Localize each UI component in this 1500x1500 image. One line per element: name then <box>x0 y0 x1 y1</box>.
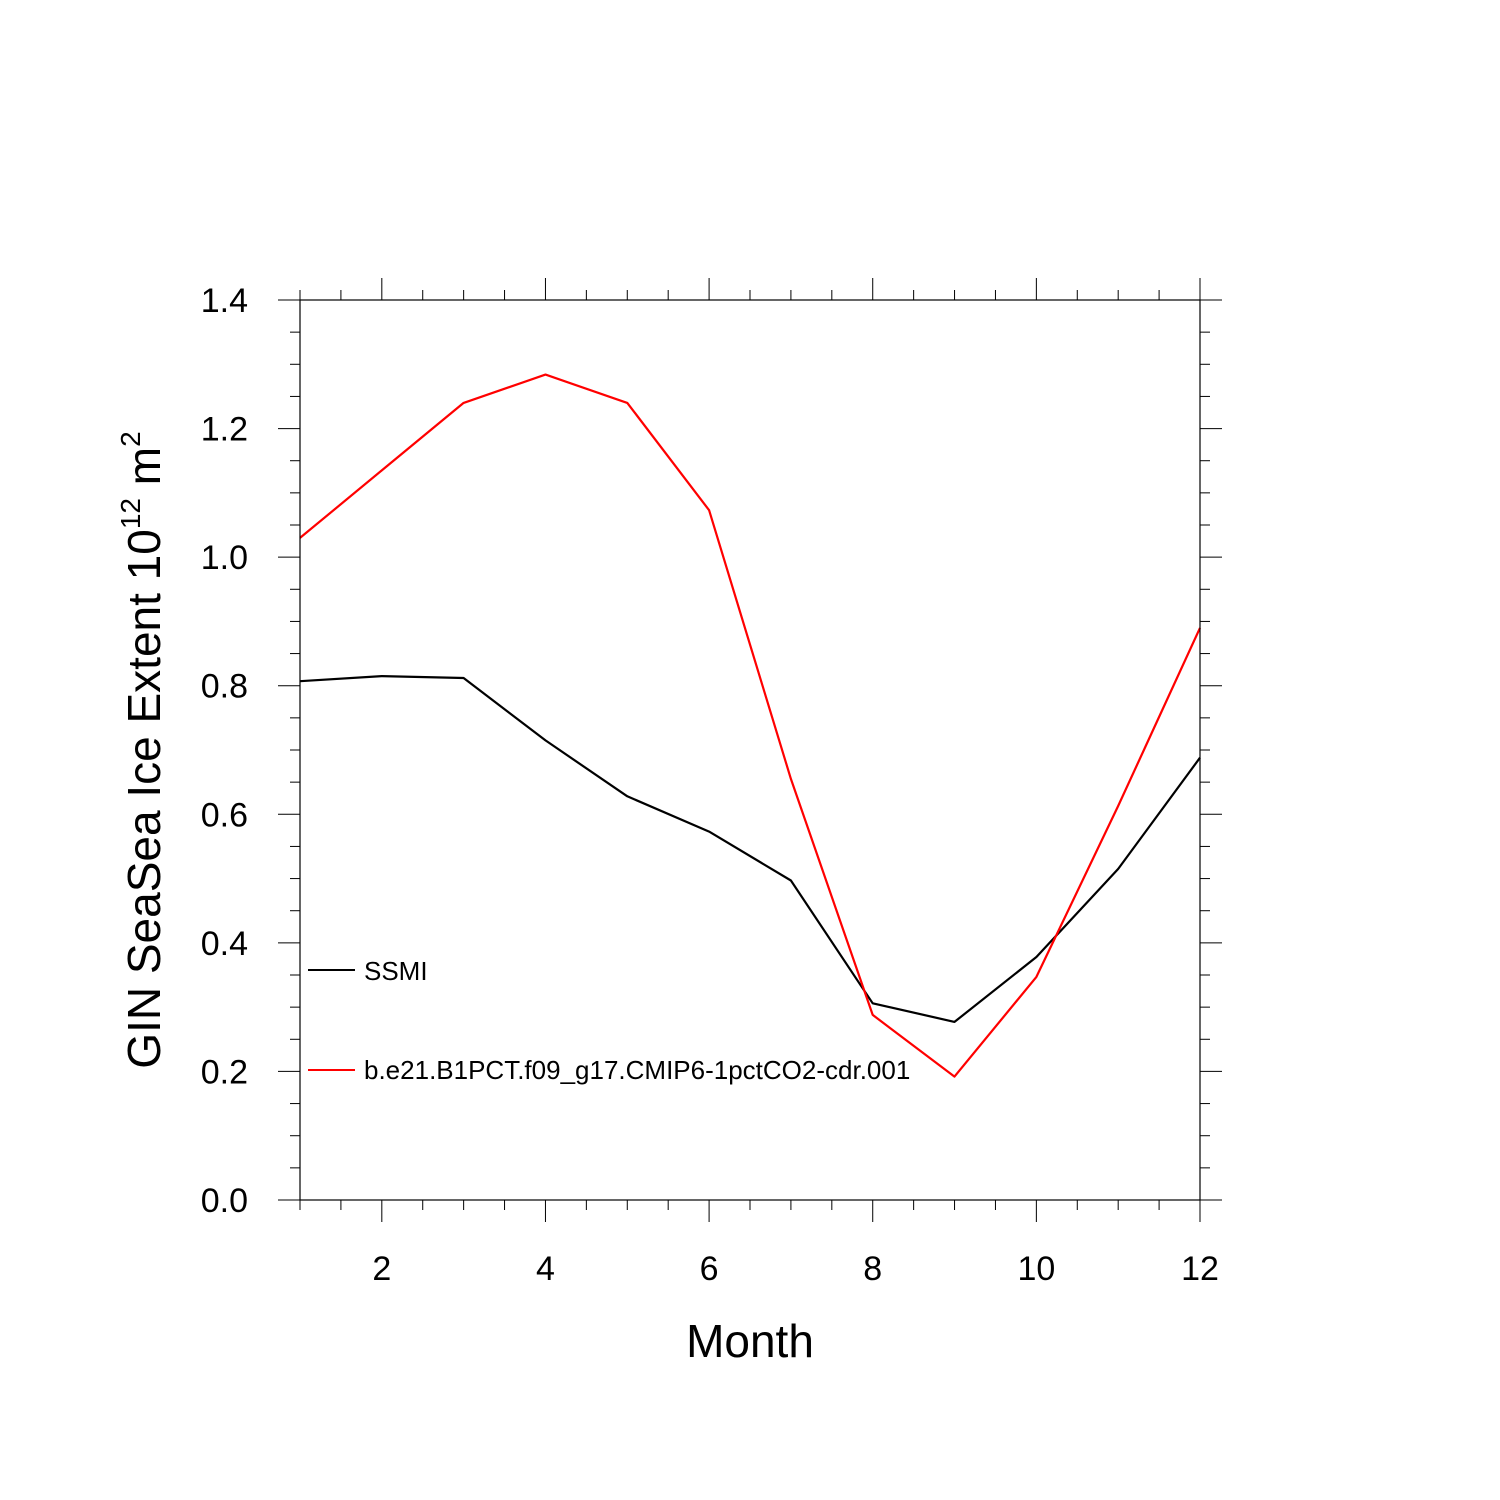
y-tick-label: 0.6 <box>201 796 248 834</box>
x-tick-label: 4 <box>536 1250 555 1288</box>
axis-ticks <box>278 278 1222 1222</box>
y-tick-label: 1.0 <box>201 539 248 577</box>
x-tick-label: 8 <box>863 1250 882 1288</box>
x-tick-label: 10 <box>1017 1250 1055 1288</box>
x-tick-label: 12 <box>1181 1250 1219 1288</box>
y-tick-label: 1.2 <box>201 411 248 449</box>
y-tick-label: 0.8 <box>201 668 248 706</box>
y-tick-label: 1.4 <box>201 282 248 320</box>
y-tick-label: 0.4 <box>201 925 248 963</box>
x-tick-label: 2 <box>372 1250 391 1288</box>
y-axis-title-unit: m <box>118 447 170 498</box>
legend-label-cmip6: b.e21.B1PCT.f09_g17.CMIP6-1pctCO2-cdr.00… <box>364 1055 910 1085</box>
series-line-0 <box>299 674 1201 1024</box>
legend: SSMI b.e21.B1PCT.f09_g17.CMIP6-1pctCO2-c… <box>308 956 910 1085</box>
series-lines <box>299 373 1201 1078</box>
legend-label-ssmi: SSMI <box>364 956 428 986</box>
y-axis-title-unit-exponent: 2 <box>115 431 146 447</box>
plot-frame <box>299 299 1201 1201</box>
x-tick-label: 6 <box>700 1250 719 1288</box>
y-axis-title-exponent: 12 <box>115 498 146 529</box>
svg-text:GIN SeaSea Ice Extent 1012 m2: GIN SeaSea Ice Extent 1012 m2 <box>115 431 170 1068</box>
y-axis-title: GIN SeaSea Ice Extent 1012 m2 <box>115 431 170 1068</box>
x-axis-title: Month <box>686 1315 814 1367</box>
tick-labels: 2 4 6 8 10 12 0.0 0.2 0.4 0.6 0.8 1.0 1.2 1.4 <box>201 282 1219 1288</box>
y-axis-title-prefix: GIN SeaSea Ice Extent 10 <box>118 529 170 1069</box>
y-tick-label: 0.2 <box>201 1053 248 1091</box>
y-tick-label: 0.0 <box>201 1182 248 1220</box>
series-line-1 <box>299 373 1201 1078</box>
